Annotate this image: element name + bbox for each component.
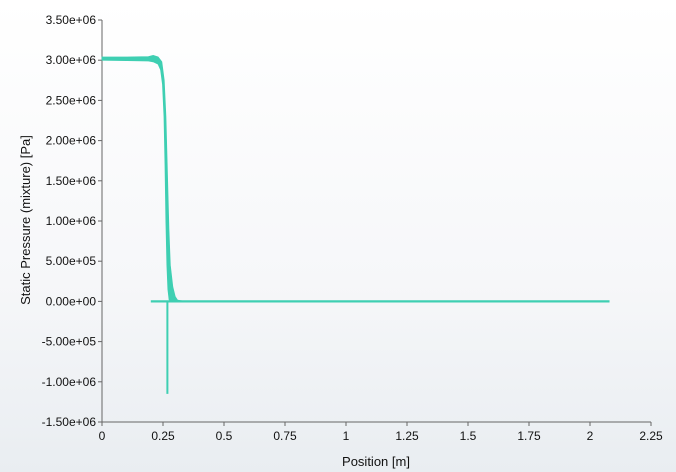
x-tick-label: 1 bbox=[343, 429, 350, 443]
y-tick-label: -1.00e+06 bbox=[42, 375, 97, 389]
y-axis-title: Static Pressure (mixture) [Pa] bbox=[18, 135, 33, 305]
data-series bbox=[101, 54, 610, 394]
x-tick-label: 2 bbox=[587, 429, 594, 443]
x-tick-label: 0 bbox=[99, 429, 106, 443]
series-band bbox=[101, 54, 183, 303]
x-tick-label: 0.75 bbox=[273, 429, 297, 443]
y-tick-label: -5.00e+05 bbox=[42, 335, 97, 349]
x-tick-label: 0.25 bbox=[151, 429, 175, 443]
y-tick-label: -1.50e+06 bbox=[42, 415, 97, 429]
y-tick-label: 3.00e+06 bbox=[46, 53, 97, 67]
x-tick-label: 1.25 bbox=[395, 429, 419, 443]
y-tick-label: 0.00e+00 bbox=[46, 294, 97, 308]
y-tick-label: 5.00e+05 bbox=[46, 254, 97, 268]
axes: 3.50e+06 3.00e+06 2.50e+06 2.00e+06 1.50e+06… bbox=[42, 13, 663, 443]
x-tick-label: 0.5 bbox=[216, 429, 233, 443]
x-axis-title: Position [m] bbox=[342, 454, 410, 469]
y-tick-label: 2.50e+06 bbox=[46, 93, 97, 107]
y-tick-label: 2.00e+06 bbox=[46, 134, 97, 148]
y-tick-label: 1.50e+06 bbox=[46, 174, 97, 188]
y-tick-label: 3.50e+06 bbox=[46, 13, 97, 27]
x-tick-label: 2.25 bbox=[639, 429, 663, 443]
y-tick-label: 1.00e+06 bbox=[46, 214, 97, 228]
x-tick-label: 1.75 bbox=[517, 429, 541, 443]
x-tick-label: 1.5 bbox=[460, 429, 477, 443]
